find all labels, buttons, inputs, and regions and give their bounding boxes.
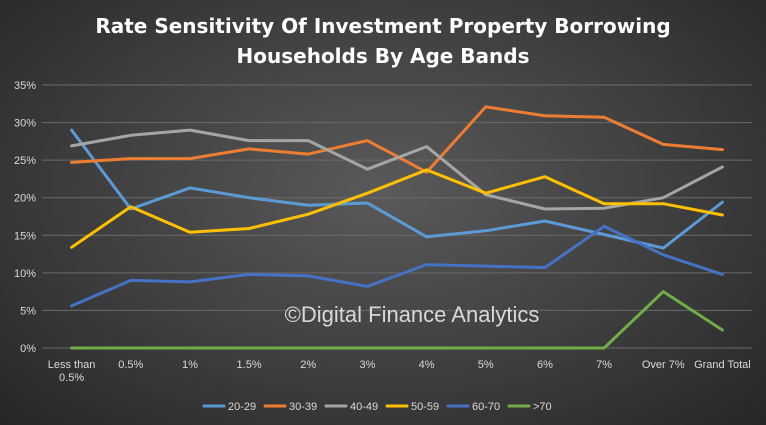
legend: 20-29 30-39 40-49 50-59 60-70 >70 <box>202 401 552 413</box>
x-tick-label: 1.5% <box>237 359 262 371</box>
x-tick-label: 4% <box>419 359 435 371</box>
legend-item->70: >70 <box>507 401 552 413</box>
x-axis-tick-labels: Less than 0.5% 0.5% 1% 1.5% 2% 3% 4% 5% 6% 7% Over … <box>48 359 751 384</box>
series-lines <box>70 105 724 350</box>
x-tick-label: 1% <box>182 359 198 371</box>
legend-item-20-29: 20-29 <box>202 401 256 413</box>
y-tick-label: 5% <box>20 305 36 317</box>
series-line-20-29 <box>70 128 724 250</box>
chart-title-line-1: Rate Sensitivity Of Investment Property … <box>95 14 670 38</box>
chart-title-line-2: Households By Age Bands <box>237 44 530 68</box>
legend-label: 30-39 <box>289 401 317 413</box>
legend-label: 20-29 <box>228 401 256 413</box>
legend-item-40-49: 40-49 <box>324 401 378 413</box>
x-tick-label: 3% <box>359 359 375 371</box>
y-tick-label: 25% <box>14 155 36 167</box>
y-tick-label: 0% <box>20 343 36 355</box>
legend-label: 50-59 <box>411 401 439 413</box>
series-line->70 <box>70 290 724 350</box>
x-tick-label: Grand Total <box>694 359 751 371</box>
y-axis-tick-labels: 0% 5% 10% 15% 20% 25% 30% 35% <box>14 80 36 355</box>
y-tick-label: 20% <box>14 193 36 205</box>
y-tick-label: 10% <box>14 268 36 280</box>
y-tick-label: 30% <box>14 118 36 130</box>
y-tick-label: 15% <box>14 230 36 242</box>
watermark-text: ©Digital Finance Analytics <box>285 302 540 327</box>
x-tick-label: 6% <box>537 359 553 371</box>
series-line-50-59 <box>70 168 724 249</box>
x-tick-label: Less than 0.5% <box>48 359 96 384</box>
x-tick-label: 7% <box>596 359 612 371</box>
series-line-60-70 <box>70 224 724 308</box>
x-tick-label: 0.5% <box>118 359 143 371</box>
legend-label: >70 <box>533 401 552 413</box>
x-tick-label: Over 7% <box>642 359 685 371</box>
series-line-40-49 <box>70 128 724 211</box>
y-tick-label: 35% <box>14 80 36 92</box>
legend-item-60-70: 60-70 <box>446 401 500 413</box>
series-line-30-39 <box>70 105 724 174</box>
x-tick-label: 5% <box>478 359 494 371</box>
legend-label: 40-49 <box>350 401 378 413</box>
legend-item-30-39: 30-39 <box>263 401 317 413</box>
legend-item-50-59: 50-59 <box>385 401 439 413</box>
x-tick-label: 2% <box>300 359 316 371</box>
legend-label: 60-70 <box>472 401 500 413</box>
